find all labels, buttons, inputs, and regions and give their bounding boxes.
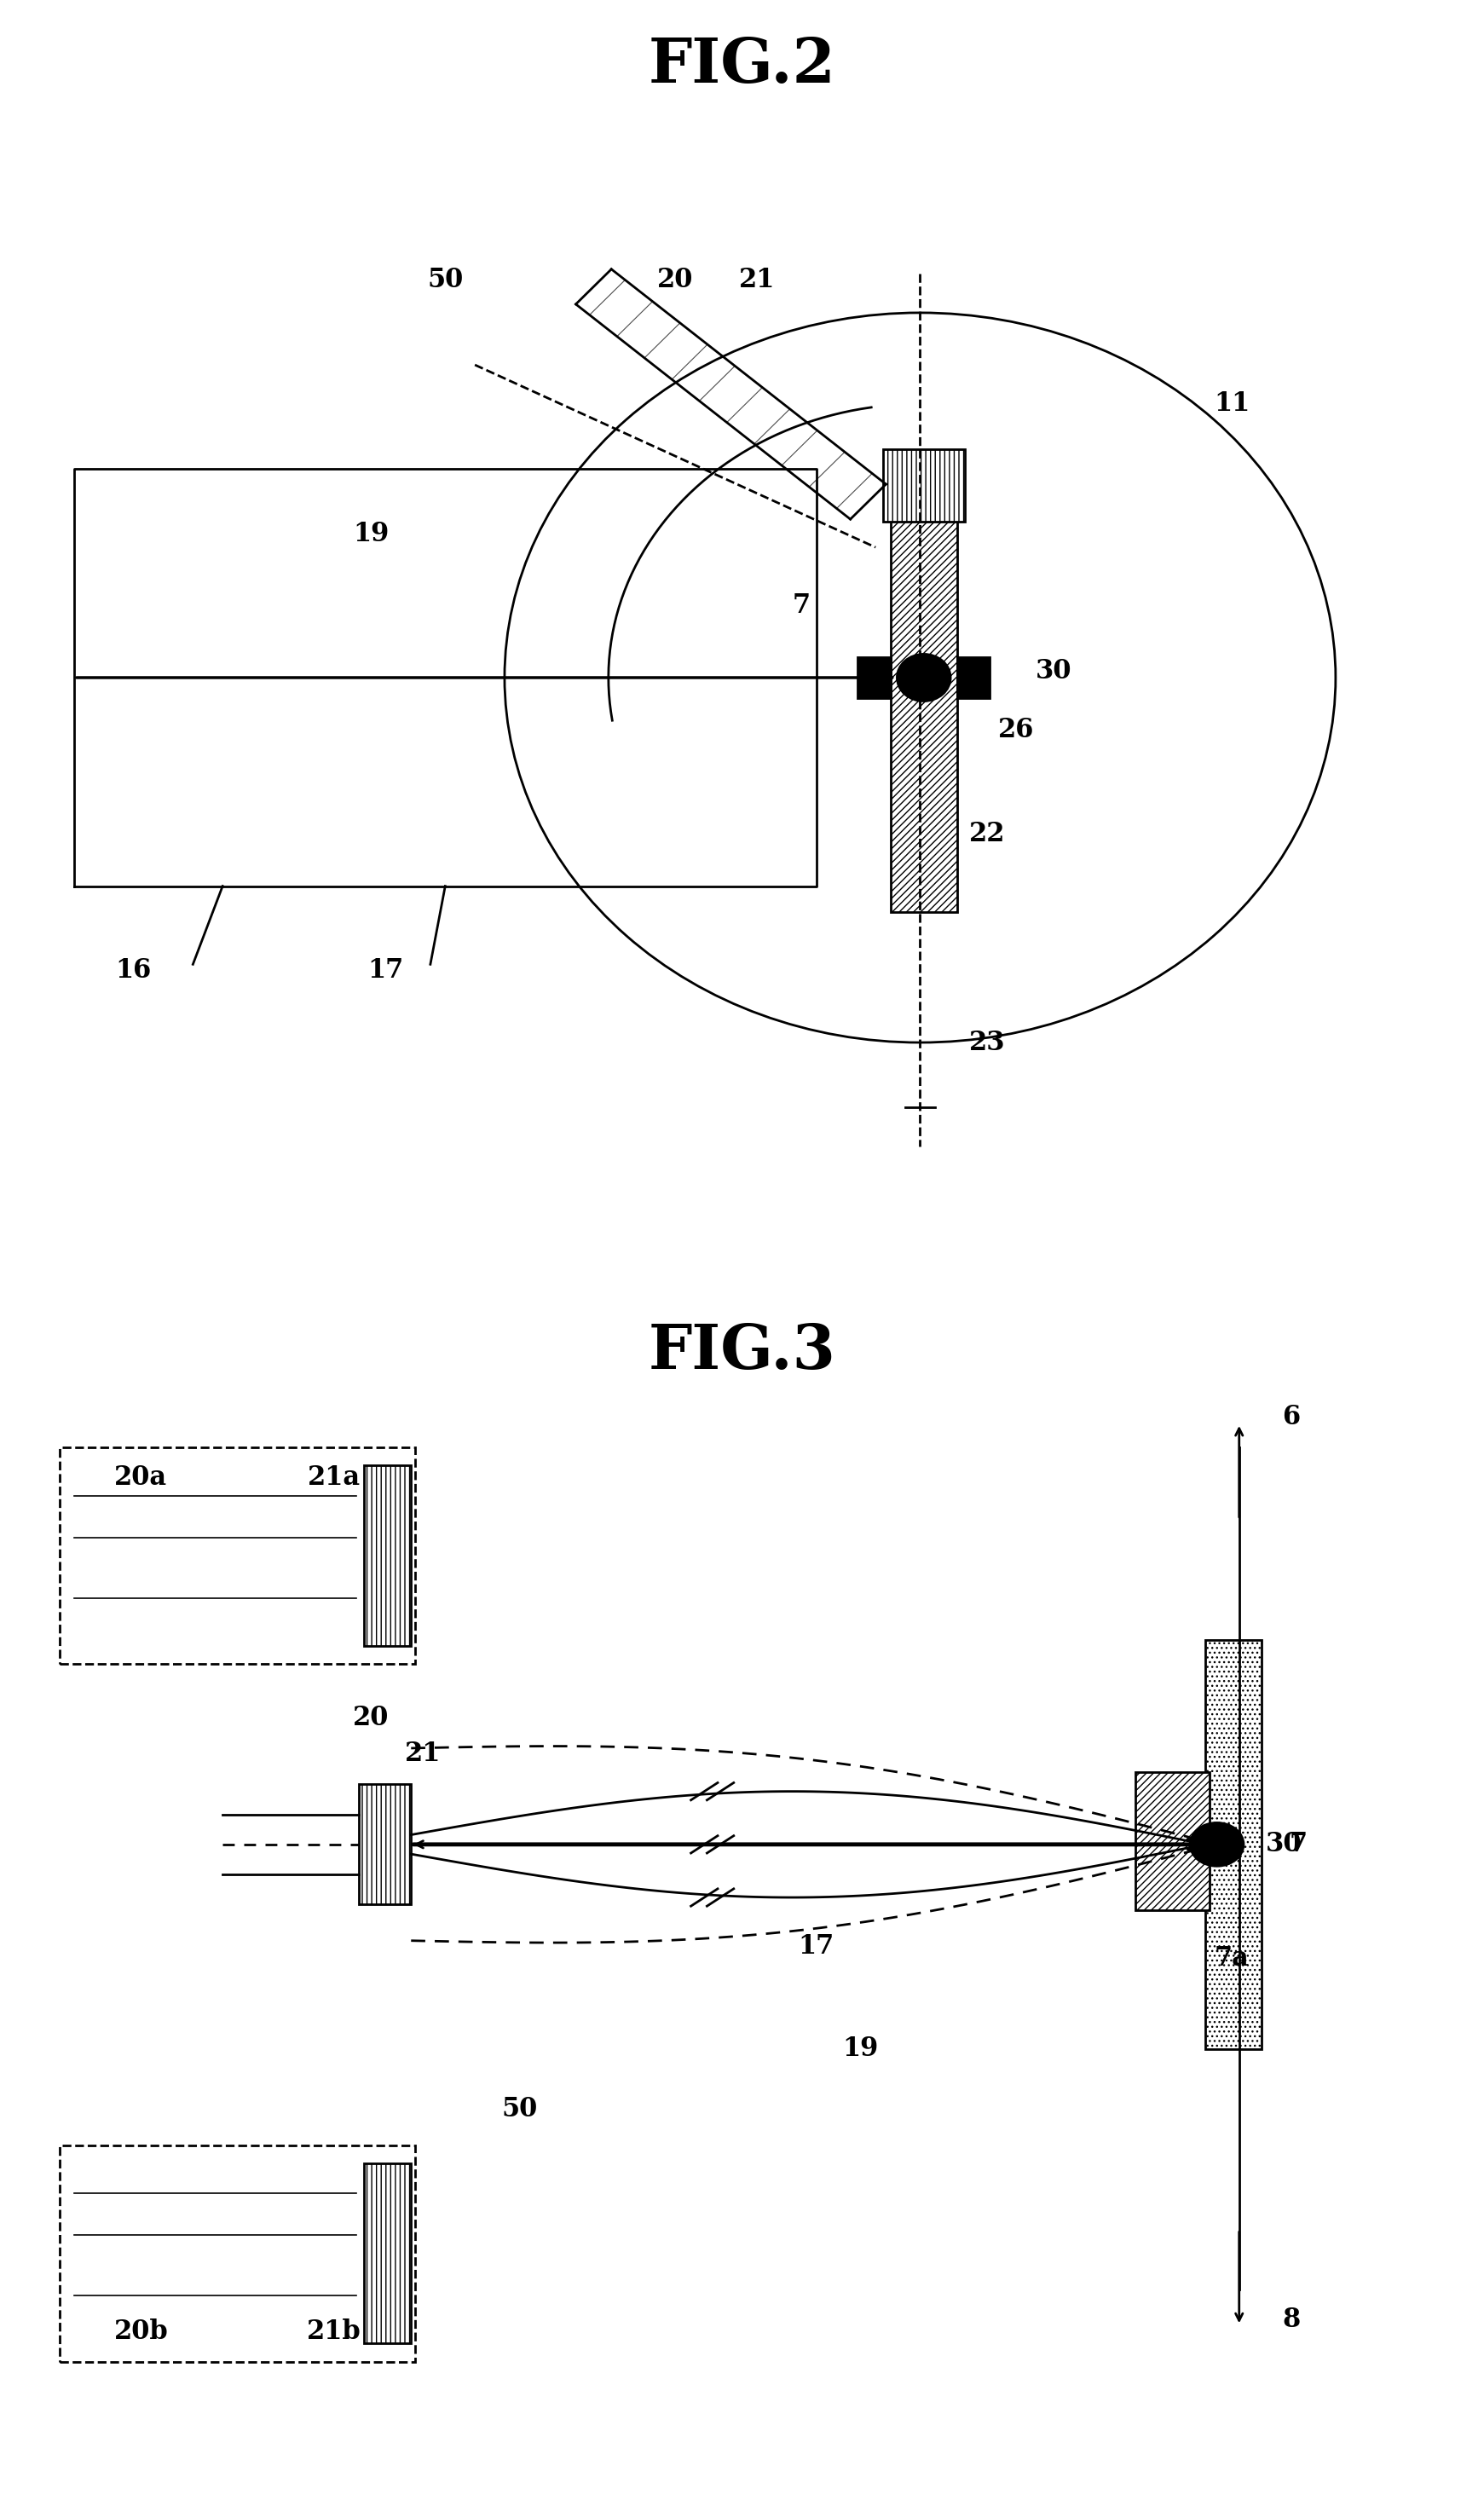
Text: 17: 17 bbox=[798, 1935, 834, 1960]
Bar bbox=[890, 456, 957, 912]
Bar bbox=[359, 1784, 411, 1905]
Text: 8: 8 bbox=[1282, 2306, 1300, 2333]
Text: 22: 22 bbox=[969, 822, 1005, 847]
Bar bbox=[1135, 1772, 1209, 1910]
Bar bbox=[957, 657, 990, 699]
Text: 19: 19 bbox=[843, 2035, 879, 2062]
Text: 19: 19 bbox=[353, 521, 389, 546]
Text: 16: 16 bbox=[116, 957, 151, 985]
Text: 21: 21 bbox=[405, 1742, 441, 1767]
Text: 20b: 20b bbox=[114, 2318, 168, 2346]
Text: 21a: 21a bbox=[307, 1464, 361, 1491]
Text: 7: 7 bbox=[792, 594, 810, 619]
Text: 21: 21 bbox=[739, 268, 775, 293]
Bar bbox=[883, 449, 965, 521]
Text: 50: 50 bbox=[427, 268, 463, 293]
Text: FIG.2: FIG.2 bbox=[649, 35, 835, 95]
Bar bbox=[858, 657, 890, 699]
Bar bbox=[59, 2145, 416, 2361]
Circle shape bbox=[896, 654, 950, 702]
Text: 7: 7 bbox=[1290, 1832, 1307, 1857]
Text: FIG.3: FIG.3 bbox=[649, 1321, 835, 1381]
Text: 20a: 20a bbox=[114, 1464, 168, 1491]
Text: 26: 26 bbox=[999, 717, 1034, 742]
Text: 20: 20 bbox=[353, 1704, 389, 1732]
Text: 17: 17 bbox=[368, 957, 404, 985]
Bar bbox=[364, 2163, 411, 2343]
Text: 11: 11 bbox=[1214, 391, 1250, 416]
Text: 30: 30 bbox=[1266, 1832, 1301, 1857]
Text: 7a: 7a bbox=[1214, 1945, 1250, 1972]
Bar bbox=[1205, 1639, 1261, 2050]
Text: 20: 20 bbox=[657, 268, 693, 293]
Bar bbox=[364, 1466, 411, 1646]
Text: 50: 50 bbox=[502, 2095, 537, 2123]
Text: 6: 6 bbox=[1282, 1403, 1300, 1431]
Circle shape bbox=[1190, 1822, 1244, 1867]
Text: 30: 30 bbox=[1036, 659, 1071, 684]
Text: 21b: 21b bbox=[307, 2318, 361, 2346]
Text: 23: 23 bbox=[969, 1030, 1005, 1055]
Bar bbox=[59, 1448, 416, 1664]
